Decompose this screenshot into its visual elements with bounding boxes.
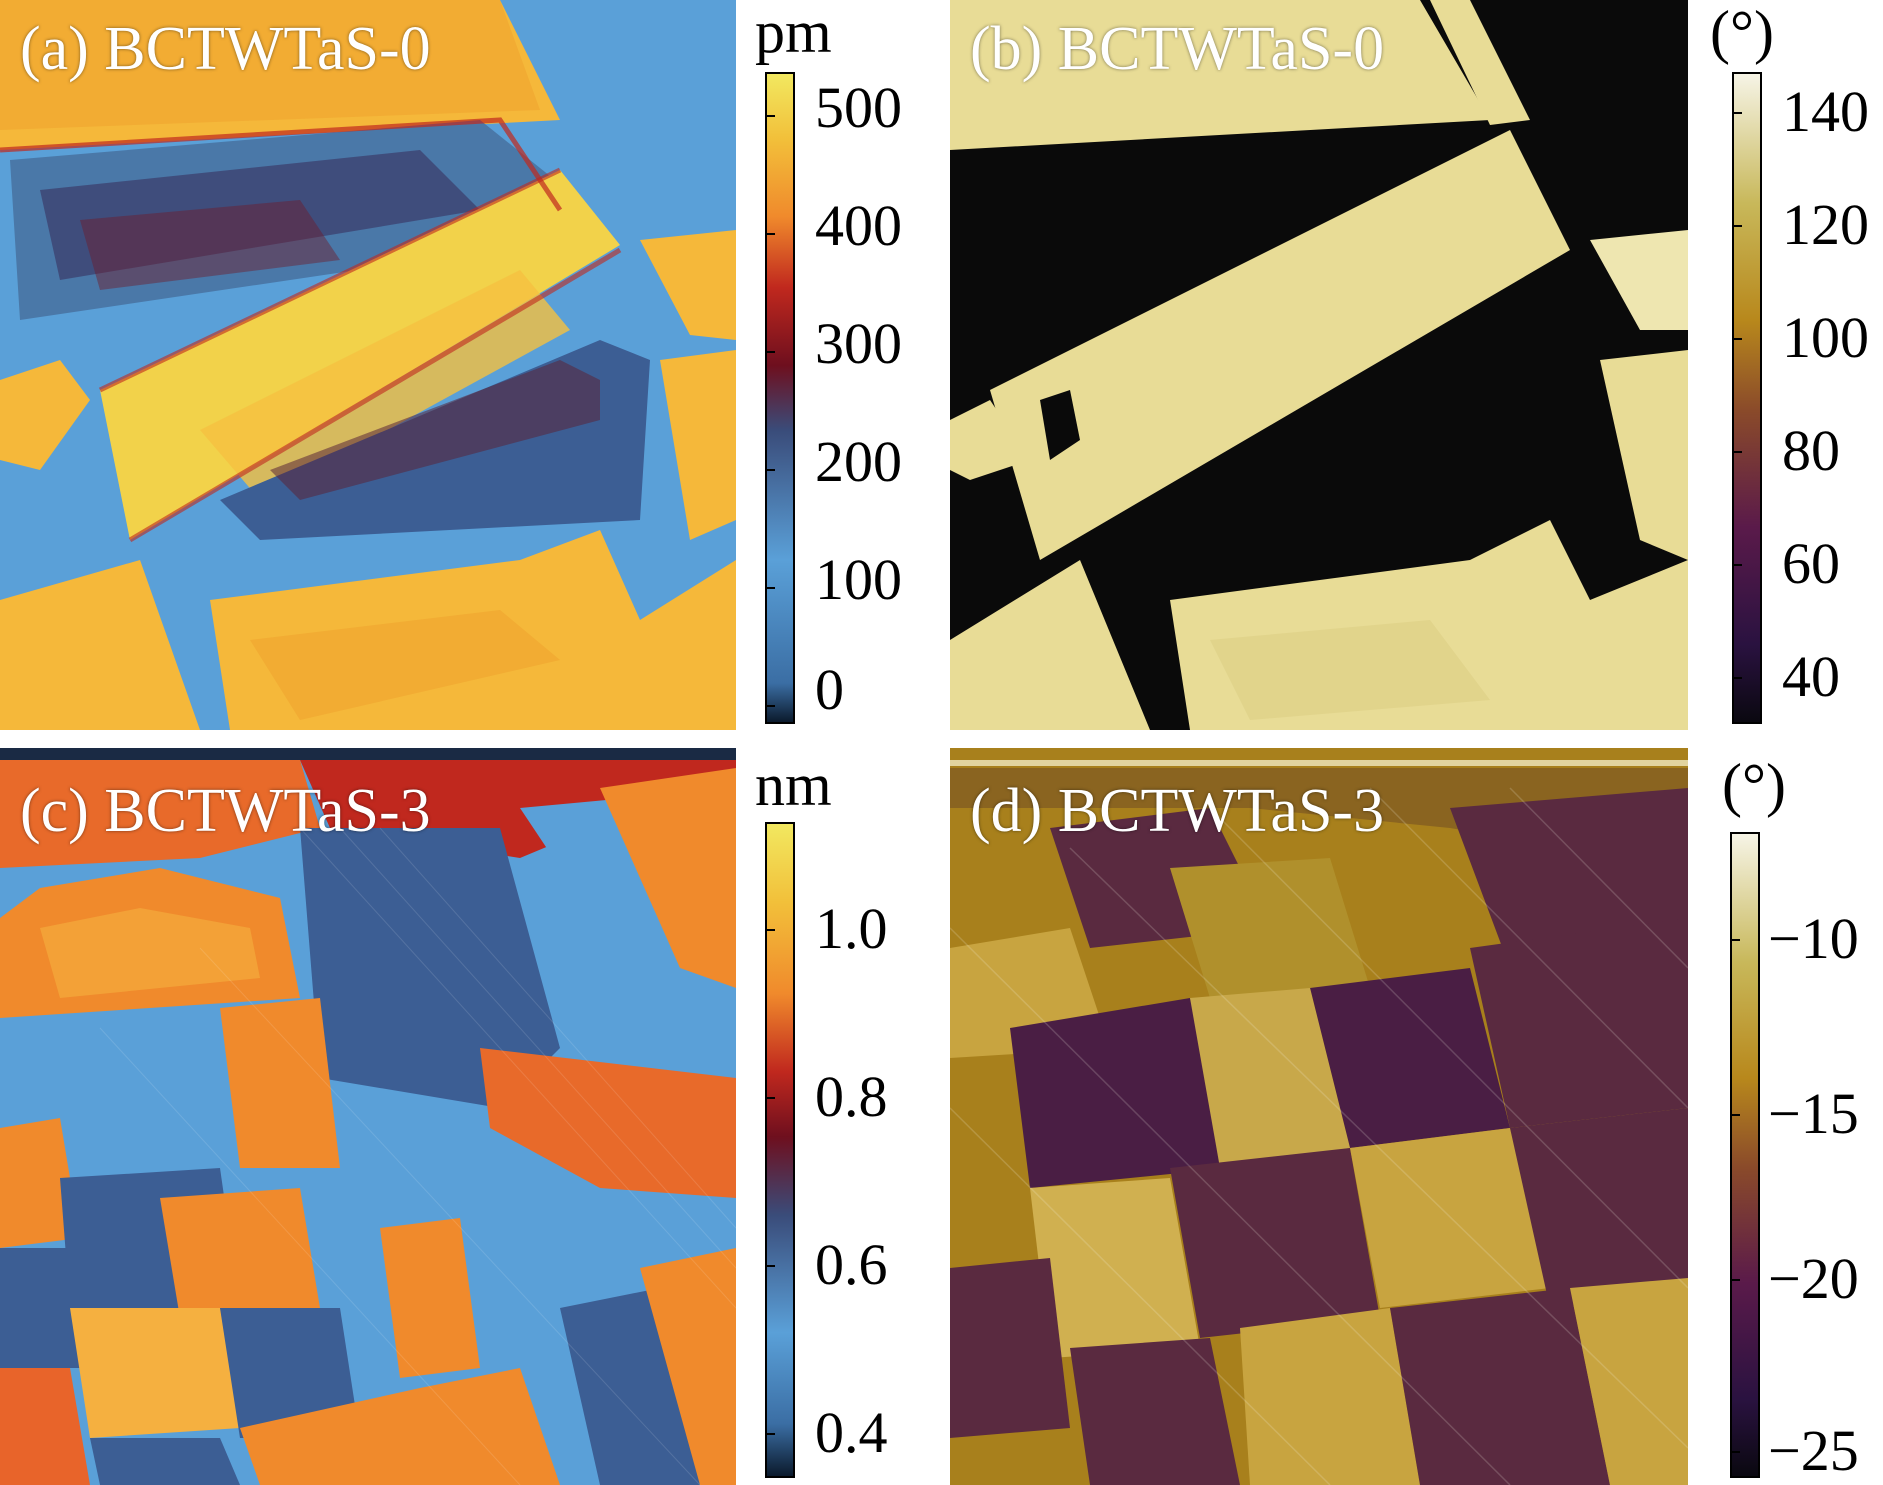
colorbar-c-tick (765, 1097, 775, 1099)
colorbar-b-tick (1732, 564, 1742, 566)
colorbar-b-tick-label: 40 (1782, 644, 1840, 709)
panel-c-label: (c) BCTWTaS-3 (20, 777, 431, 845)
colorbar-d-tick (1730, 939, 1740, 941)
colorbar-b-tick (1732, 225, 1742, 227)
phase-image-d (950, 748, 1688, 1485)
colorbar-c-tick-label: 0.8 (815, 1064, 888, 1129)
colorbar-b-tick (1732, 112, 1742, 114)
panel-c-amplitude-map: (c) BCTWTaS-3 (0, 748, 736, 1485)
colorbar-d-tick (1730, 1279, 1740, 1281)
amplitude-image-a (0, 0, 736, 730)
colorbar-a-gradient (765, 72, 795, 724)
colorbar-b-tick-label: 60 (1782, 531, 1840, 596)
colorbar-d-tick (1730, 1114, 1740, 1116)
colorbar-c-tick-label: 0.4 (815, 1400, 888, 1465)
colorbar-a-tick (765, 469, 775, 471)
colorbar-c-tick (765, 1433, 775, 1435)
colorbar-d-tick-label: −25 (1768, 1418, 1859, 1483)
colorbar-c-tick-label: 0.6 (815, 1232, 888, 1297)
colorbar-b-tick-label: 100 (1782, 305, 1869, 370)
colorbar-c-gradient (765, 822, 795, 1478)
colorbar-d-tick-label: −15 (1768, 1081, 1859, 1146)
colorbar-b-gradient (1732, 72, 1762, 724)
colorbar-a-tick-label: 100 (815, 547, 902, 612)
colorbar-b-tick-label: 80 (1782, 418, 1840, 483)
colorbar-a-tick (765, 115, 775, 117)
panel-d-phase-map: (d) BCTWTaS-3 (950, 748, 1688, 1485)
colorbar-c-tick-label: 1.0 (815, 896, 888, 961)
colorbar-a-tick-label: 500 (815, 75, 902, 140)
colorbar-b-tick (1732, 677, 1742, 679)
colorbar-b-tick-label: 120 (1782, 192, 1869, 257)
panel-a-amplitude-map: (a) BCTWTaS-0 (0, 0, 736, 730)
colorbar-d-tick-label: −20 (1768, 1246, 1859, 1311)
colorbar-b-tick-label: 140 (1782, 79, 1869, 144)
colorbar-a-tick-label: 400 (815, 193, 902, 258)
panel-d-label: (d) BCTWTaS-3 (970, 777, 1385, 845)
amplitude-image-c (0, 748, 736, 1485)
colorbar-c-tick (765, 929, 775, 931)
colorbar-c-tick (765, 1265, 775, 1267)
colorbar-a-tick-label: 200 (815, 429, 902, 494)
colorbar-a-tick (765, 587, 775, 589)
colorbar-b-tick (1732, 451, 1742, 453)
colorbar-d-unit: (°) (1722, 752, 1786, 818)
colorbar-d-tick-label: −10 (1768, 906, 1859, 971)
colorbar-a-tick (765, 351, 775, 353)
colorbar-a-tick (765, 233, 775, 235)
colorbar-d-gradient (1730, 832, 1760, 1478)
colorbar-a-tick-label: 0 (815, 657, 844, 722)
colorbar-c-unit: nm (755, 752, 832, 818)
colorbar-a-unit: pm (755, 0, 832, 65)
colorbar-a-tick (765, 705, 775, 707)
panel-a-label: (a) BCTWTaS-0 (20, 15, 431, 83)
colorbar-d-tick (1730, 1451, 1740, 1453)
colorbar-b-unit: (°) (1710, 0, 1774, 65)
colorbar-a-tick-label: 300 (815, 311, 902, 376)
colorbar-b-tick (1732, 338, 1742, 340)
phase-image-b (950, 0, 1688, 730)
panel-b-phase-map: (b) BCTWTaS-0 (950, 0, 1688, 730)
panel-b-label: (b) BCTWTaS-0 (970, 15, 1385, 83)
